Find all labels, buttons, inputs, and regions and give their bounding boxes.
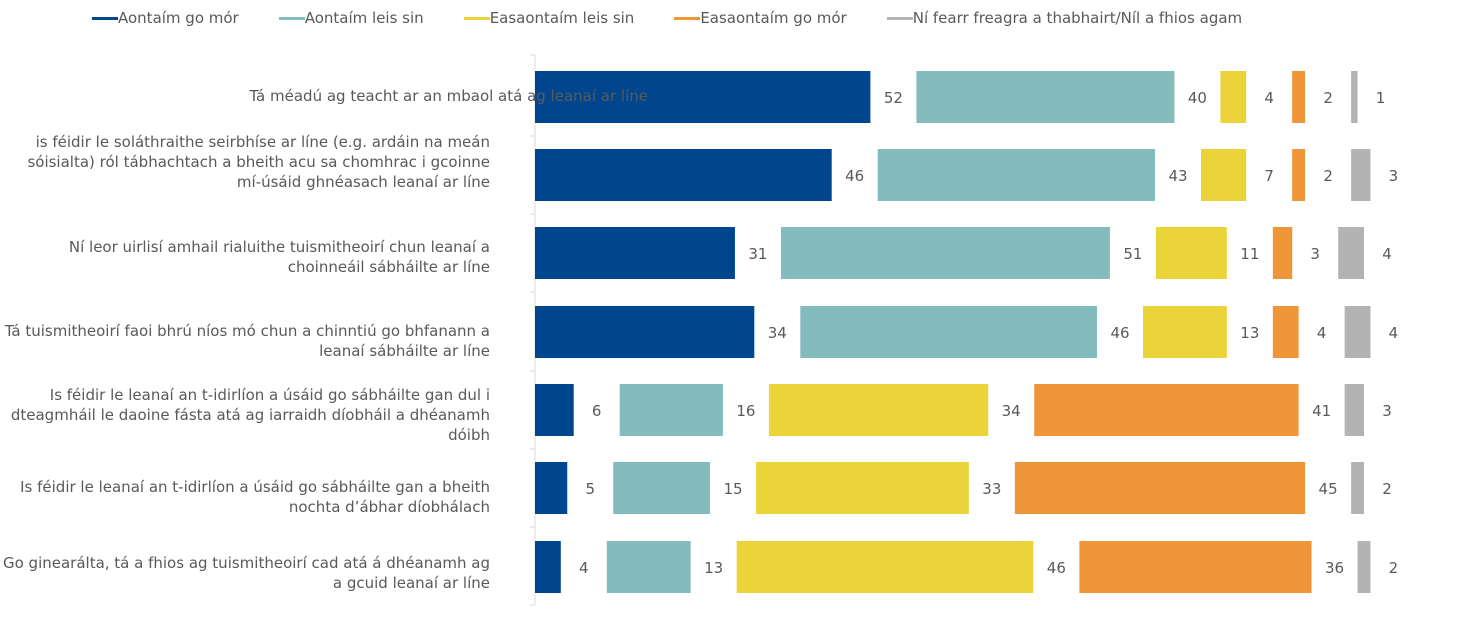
bar-6-3 — [1079, 541, 1312, 593]
bar-3-1 — [800, 306, 1097, 358]
legend-label-2: Easaontaím leis sin — [489, 9, 635, 27]
legend-swatch-4 — [886, 16, 913, 20]
legend-item-2: Easaontaím leis sin — [463, 9, 635, 27]
legend-item-1: Aontaím leis sin — [278, 9, 424, 27]
data-label-6-3: 36 — [1325, 559, 1344, 577]
data-label-4-2: 34 — [1002, 402, 1021, 420]
bar-6-0 — [535, 541, 561, 593]
data-label-2-4: 4 — [1382, 245, 1392, 263]
legend-label-1: Aontaím leis sin — [304, 9, 424, 27]
legend-label-3: Easaontaím go mór — [700, 9, 847, 27]
legend-swatch-3 — [674, 16, 701, 20]
bar-6-4 — [1357, 541, 1371, 593]
bar-2-0 — [535, 227, 735, 279]
data-label-5-1: 15 — [723, 480, 742, 498]
data-label-3-2: 13 — [1240, 324, 1259, 342]
bar-1-3 — [1292, 149, 1306, 201]
bar-4-0 — [535, 384, 574, 436]
legend-swatch-0 — [92, 16, 118, 20]
category-label-6: Go ginearálta, tá a fhios ag tuismitheoi… — [2, 554, 490, 592]
bar-3-3 — [1272, 306, 1299, 358]
data-label-2-1: 51 — [1123, 245, 1142, 263]
bar-3-2 — [1143, 306, 1227, 358]
data-label-4-1: 16 — [736, 402, 755, 420]
data-label-2-2: 11 — [1240, 245, 1259, 263]
legend-swatch-2 — [463, 16, 490, 20]
data-label-0-2: 4 — [1264, 89, 1274, 107]
data-label-4-4: 3 — [1382, 402, 1392, 420]
data-label-6-4: 2 — [1389, 559, 1399, 577]
bar-2-2 — [1155, 227, 1227, 279]
bar-2-1 — [780, 227, 1110, 279]
bar-1-4 — [1351, 149, 1371, 201]
bar-5-3 — [1014, 462, 1306, 514]
bar-4-3 — [1034, 384, 1299, 436]
bar-0-4 — [1351, 71, 1358, 123]
data-label-6-1: 13 — [704, 559, 723, 577]
category-label-4: Is féidir le leanaí an t-idirlíon a úsái… — [10, 386, 490, 444]
bar-5-4 — [1351, 462, 1364, 514]
data-label-3-1: 46 — [1110, 324, 1129, 342]
data-label-1-2: 7 — [1264, 167, 1274, 185]
data-label-5-2: 33 — [982, 480, 1001, 498]
data-label-5-0: 5 — [585, 480, 595, 498]
bar-1-0 — [535, 149, 832, 201]
data-label-0-0: 52 — [884, 89, 903, 107]
bar-0-0 — [535, 71, 871, 123]
legend-label-4: Ní fearr freagra a thabhairt/Níl a fhios… — [912, 9, 1243, 27]
bar-0-2 — [1220, 71, 1247, 123]
bar-0-1 — [916, 71, 1175, 123]
bar-3-0 — [535, 306, 755, 358]
bar-4-1 — [619, 384, 723, 436]
bar-6-2 — [736, 541, 1034, 593]
data-label-3-4: 4 — [1389, 324, 1399, 342]
bar-5-0 — [535, 462, 568, 514]
data-label-0-1: 40 — [1188, 89, 1207, 107]
data-label-0-4: 1 — [1376, 89, 1386, 107]
category-label-2: Ní leor uirlisí amhail rialuithe tuismit… — [68, 238, 490, 276]
category-label-1: is féidir le soláthraithe seirbhíse ar l… — [27, 133, 490, 191]
bar-5-1 — [613, 462, 710, 514]
bar-4-2 — [768, 384, 989, 436]
data-label-3-0: 34 — [768, 324, 787, 342]
data-label-6-0: 4 — [579, 559, 589, 577]
data-label-5-4: 2 — [1382, 480, 1392, 498]
bar-5-2 — [756, 462, 969, 514]
data-label-5-3: 45 — [1319, 480, 1338, 498]
bar-0-3 — [1292, 71, 1306, 123]
data-label-0-3: 2 — [1323, 89, 1333, 107]
bar-3-4 — [1344, 306, 1371, 358]
legend-item-0: Aontaím go mór — [92, 9, 239, 27]
data-label-1-4: 3 — [1389, 167, 1399, 185]
legend-label-0: Aontaím go mór — [118, 9, 239, 27]
data-label-1-1: 43 — [1169, 167, 1188, 185]
category-label-0: Tá méadú ag teacht ar an mbaol atá ag le… — [249, 87, 648, 105]
data-label-2-0: 31 — [748, 245, 767, 263]
data-label-1-0: 46 — [845, 167, 864, 185]
chart-legend: Aontaím go mór Aontaím leis sin Easaontaím… — [92, 6, 1475, 30]
data-label-1-3: 2 — [1323, 167, 1333, 185]
data-label-6-2: 46 — [1047, 559, 1066, 577]
data-label-3-3: 4 — [1317, 324, 1327, 342]
data-label-2-3: 3 — [1310, 245, 1320, 263]
bar-2-4 — [1338, 227, 1364, 279]
bar-2-3 — [1272, 227, 1293, 279]
legend-item-3: Easaontaím go mór — [674, 9, 847, 27]
category-label-3: Tá tuismitheoirí faoi bhrú níos mó chun … — [4, 322, 490, 360]
bar-1-2 — [1201, 149, 1247, 201]
legend-swatch-1 — [278, 16, 305, 20]
bar-4-4 — [1344, 384, 1364, 436]
legend-item-4: Ní fearr freagra a thabhairt/Níl a fhios… — [886, 9, 1243, 27]
data-label-4-0: 6 — [592, 402, 602, 420]
bar-1-1 — [877, 149, 1156, 201]
data-label-4-3: 41 — [1312, 402, 1331, 420]
bar-6-1 — [606, 541, 691, 593]
category-label-5: Is féidir le leanaí an t-idirlíon a úsái… — [20, 478, 490, 516]
